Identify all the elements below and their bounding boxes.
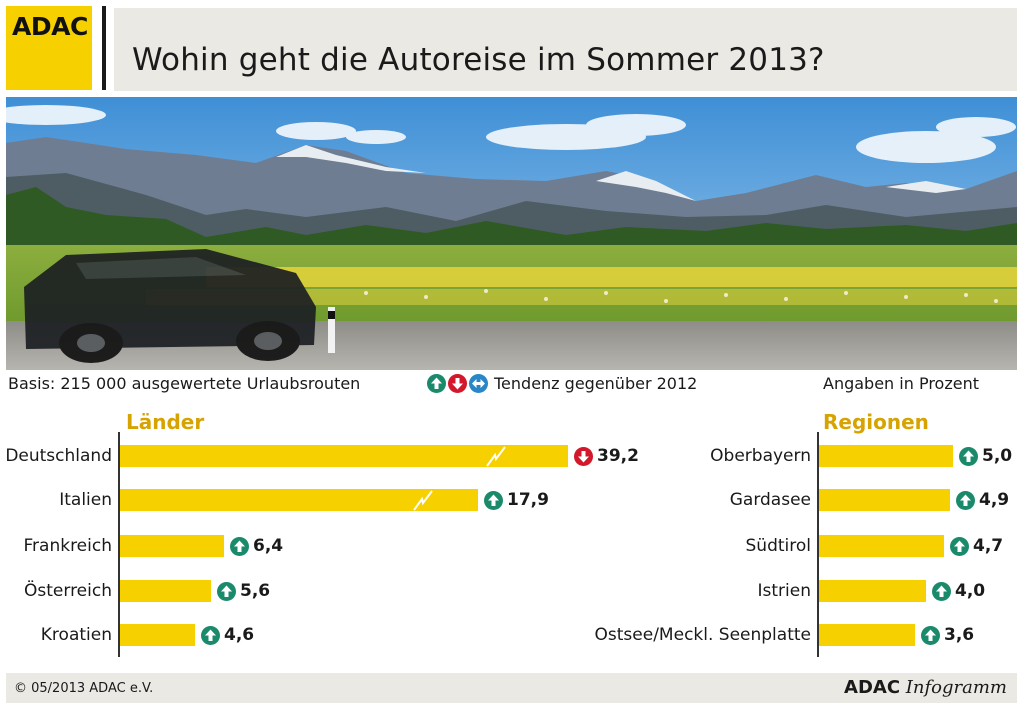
arrow-up-icon [956, 490, 975, 510]
copyright-text: © 05/2013 ADAC e.V. [14, 681, 154, 696]
countries-heading: Länder [126, 410, 205, 434]
value-group: 4,0 [932, 581, 985, 601]
page-title: Wohin geht die Autoreise im Sommer 2013? [132, 42, 825, 78]
bar [819, 580, 926, 602]
arrow-up-icon [950, 536, 969, 556]
category-label: Ostsee/Meckl. Seenplatte [594, 625, 811, 645]
category-label: Frankreich [23, 536, 113, 556]
arrow-up-icon [921, 625, 940, 645]
bar [120, 580, 211, 602]
arrow-up-icon [230, 536, 249, 556]
value-label: 4,7 [973, 536, 1004, 556]
bar [120, 535, 224, 557]
bar [120, 489, 478, 511]
bar [120, 624, 195, 646]
landscape-photo [6, 97, 1017, 370]
title-bar: Wohin geht die Autoreise im Sommer 2013? [114, 8, 1017, 91]
bar [120, 445, 568, 467]
unit-note: Angaben in Prozent [823, 374, 979, 393]
brand-mark: ADAC Infogramm [844, 677, 1007, 698]
axis-break-mark [486, 446, 506, 467]
value-label: 5,6 [240, 581, 271, 601]
value-group: 5,6 [217, 581, 270, 601]
arrow-up-icon [427, 374, 446, 393]
value-label: 39,2 [597, 446, 639, 466]
value-label: 5,0 [982, 446, 1013, 466]
value-label: 4,9 [979, 490, 1010, 510]
arrow-up-icon [217, 581, 236, 601]
category-label: Südtirol [745, 536, 812, 556]
value-label: 6,4 [253, 536, 284, 556]
bar [819, 624, 915, 646]
value-group: 4,7 [950, 536, 1003, 556]
bar [819, 489, 950, 511]
category-label: Gardasee [729, 490, 811, 510]
bar [819, 445, 953, 467]
basis-note: Basis: 215 000 ausgewertete Urlaubsroute… [8, 374, 361, 393]
value-group: 4,9 [956, 490, 1009, 510]
category-label: Istrien [757, 581, 811, 601]
arrow-up-icon [484, 490, 503, 510]
value-group: 39,2 [574, 446, 639, 466]
category-label: Italien [59, 490, 112, 510]
value-group: 6,4 [230, 536, 283, 556]
countries-axis [118, 432, 120, 657]
regions-heading: Regionen [823, 410, 929, 434]
logo-text: ADAC [12, 12, 88, 41]
value-group: 3,6 [921, 625, 974, 645]
arrow-down-icon [448, 374, 467, 393]
adac-logo: ADAC [6, 6, 92, 90]
arrow-down-icon [574, 446, 593, 466]
value-group: 4,6 [201, 625, 254, 645]
arrow-up-icon [932, 581, 951, 601]
axis-break-mark [413, 490, 433, 511]
trend-legend-text: Tendenz gegenüber 2012 [494, 374, 698, 393]
value-label: 4,6 [224, 625, 255, 645]
value-group: 5,0 [959, 446, 1012, 466]
brand-bold: ADAC [844, 677, 901, 698]
arrow-up-icon [959, 446, 978, 466]
category-label: Kroatien [40, 625, 112, 645]
value-group: 17,9 [484, 490, 549, 510]
arrow-up-icon [201, 625, 220, 645]
bar [819, 535, 944, 557]
regions-axis [817, 432, 819, 657]
value-label: 4,0 [955, 581, 986, 601]
category-label: Deutschland [5, 446, 112, 466]
title-divider [102, 6, 106, 90]
category-label: Oberbayern [710, 446, 811, 466]
arrow-left-right-icon [469, 374, 488, 393]
category-label: Österreich [24, 581, 112, 601]
brand-italic: Infogramm [905, 677, 1007, 698]
footer: © 05/2013 ADAC e.V. ADAC Infogramm [6, 673, 1017, 703]
value-label: 3,6 [944, 625, 975, 645]
value-label: 17,9 [507, 490, 549, 510]
trend-legend: Tendenz gegenüber 2012 [427, 374, 697, 393]
